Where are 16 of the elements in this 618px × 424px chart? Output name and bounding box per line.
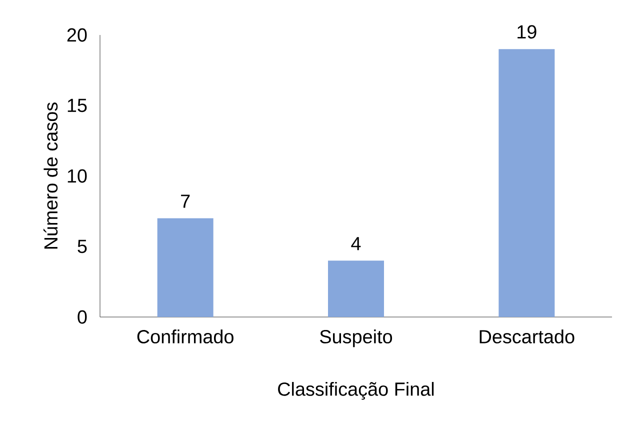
y-tick-label: 10: [68, 169, 87, 183]
x-tick-label: Suspeito: [320, 330, 392, 348]
data-label: 19: [518, 25, 536, 39]
bar: [157, 218, 214, 317]
y-tick-label: 0: [78, 310, 87, 324]
y-axis-title: Número de casos: [44, 102, 58, 249]
data-label: 4: [351, 237, 361, 250]
y-tick-label: 20: [67, 28, 87, 42]
bar: [328, 260, 384, 317]
data-label: 7: [181, 194, 190, 208]
y-tick-label: 15: [68, 98, 87, 112]
x-axis-title: Classificação Final: [278, 382, 434, 400]
bar: [498, 49, 555, 317]
x-tick-label: Confirmado: [137, 330, 234, 344]
x-tick-label: Descartado: [480, 330, 574, 344]
y-tick-label: 5: [78, 240, 87, 254]
